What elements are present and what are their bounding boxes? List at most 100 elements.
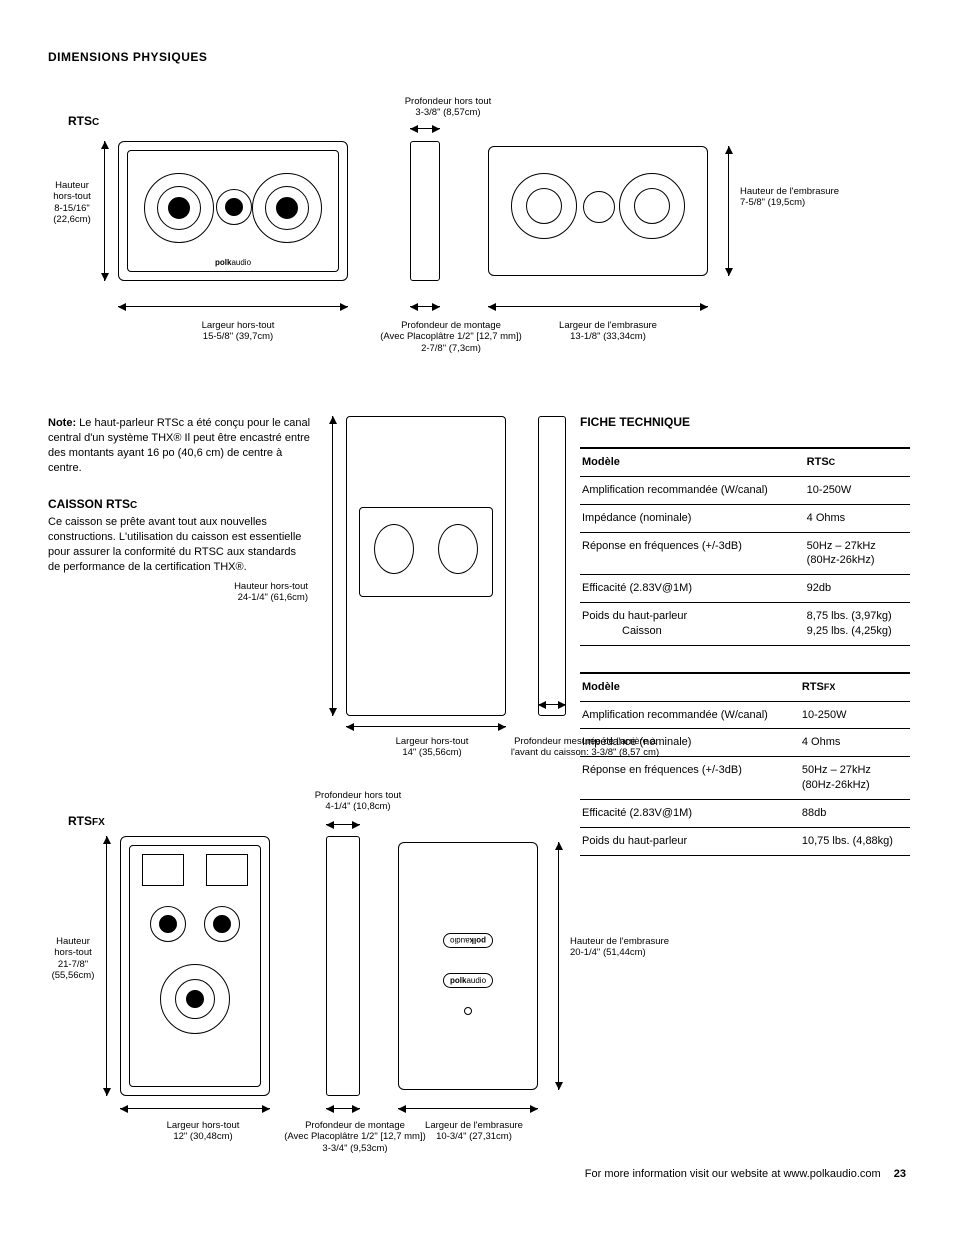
label: 12" (30,48cm) [148, 1131, 258, 1142]
label: 4-1/4" (10,8cm) [298, 801, 418, 812]
spec-val: 10-250W [800, 701, 910, 729]
label: Hauteur hors-tout [44, 180, 100, 203]
table-row: Efficacité (2.83V@1M)92db [580, 575, 910, 603]
caisson-width: Largeur hors-tout 14" (35,56cm) [372, 736, 492, 759]
rtsc-cutout-height: Hauteur de l'embrasure 7-5/8" (19,5cm) [740, 186, 840, 209]
spec-key: Impédance (nominale) [580, 729, 800, 757]
spec-val: 50Hz – 27kHz(80Hz-26kHz) [800, 757, 910, 800]
spec-key: Poids du haut-parleur [580, 827, 800, 855]
spec-key: Poids du haut-parleurCaisson [580, 603, 805, 646]
rtsc-height-overall: Hauteur hors-tout 8-15/16" (22,6cm) [44, 180, 100, 226]
rtsfx-depth-overall: Profondeur hors tout 4-1/4" (10,8cm) [298, 790, 418, 813]
label: 7-5/8" (19,5cm) [740, 197, 840, 208]
note-block: Note: Le haut-parleur RTSc a été conçu p… [48, 416, 318, 475]
label: Largeur hors-tout [372, 736, 492, 747]
rtsfx-cutout-box: polkaudio polkaudio [398, 842, 538, 1090]
spec-key: Efficacité (2.83V@1M) [580, 799, 800, 827]
table-row: Efficacité (2.83V@1M)88db [580, 799, 910, 827]
col-model-val: RTSFX [800, 673, 910, 701]
table-row: Réponse en fréquences (+/-3dB)50Hz – 27k… [580, 757, 910, 800]
caisson-heading: CAISSON RTSC [48, 497, 318, 511]
footer: For more information visit our website a… [585, 1168, 906, 1180]
label: Hauteur hors-tout [48, 581, 308, 592]
rtsc-width-overall: Largeur hors-tout 15-5/8" (39,7cm) [168, 320, 308, 343]
fiche-title: FICHE TECHNIQUE [580, 415, 910, 429]
spec-val: 92db [805, 575, 910, 603]
spec-key: Réponse en fréquences (+/-3dB) [580, 757, 800, 800]
rtsc-side-box [410, 141, 440, 281]
rtsc-label-sc: C [92, 117, 99, 128]
fiche-technique: FICHE TECHNIQUE Modèle RTSC Amplificatio… [580, 415, 910, 856]
col-modele: Modèle [580, 673, 800, 701]
spec-key: Amplification recommandée (W/canal) [580, 701, 800, 729]
rtsfx-label: RTSFX [68, 814, 105, 828]
spec-key: Impédance (nominale) [580, 504, 805, 532]
rtsc-label-main: RTS [68, 114, 92, 128]
l: RTS [68, 814, 92, 828]
caisson-text: Ce caisson se prête avant tout aux nouve… [48, 515, 308, 574]
spec-val: 10,75 lbs. (4,88kg) [800, 827, 910, 855]
page-number: 23 [894, 1168, 906, 1180]
spec-table-rtsc: Modèle RTSC Amplification recommandée (W… [580, 447, 910, 646]
brand-rot: polkaudio [443, 933, 493, 948]
rtsfx-cutout-height: Hauteur de l'embrasure 20-1/4" (51,44cm) [570, 936, 670, 959]
spec-key: Réponse en fréquences (+/-3dB) [580, 532, 805, 575]
rtsc-cutout-width: Largeur de l'embrasure 13-1/8" (33,34cm) [538, 320, 678, 343]
page-title: DIMENSIONS PHYSIQUES [48, 50, 906, 64]
table-row: Réponse en fréquences (+/-3dB)50Hz – 27k… [580, 532, 910, 575]
caisson-diagram: Largeur hors-tout 14" (35,56cm) Profonde… [338, 416, 618, 766]
spec-val: 88db [800, 799, 910, 827]
spec-val: 4 Ohms [800, 729, 910, 757]
label: 3-3/8" (8,57cm) [393, 107, 503, 118]
label: Largeur de l'embrasure [414, 1120, 534, 1131]
brand: polkaudio [215, 258, 251, 267]
label: Largeur hors-tout [168, 320, 308, 331]
rtsc-mount-depth: Profondeur de montage (Avec Placoplâtre … [366, 320, 536, 354]
spec-key: Efficacité (2.83V@1M) [580, 575, 805, 603]
table-row: Impédance (nominale)4 Ohms [580, 504, 910, 532]
spec-val: 10-250W [805, 476, 910, 504]
spec-val: 50Hz – 27kHz(80Hz-26kHz) [805, 532, 910, 575]
label: 10-3/4" (27,31cm) [414, 1131, 534, 1142]
label: 20-1/4" (51,44cm) [570, 947, 670, 958]
label: 24-1/4" (61,6cm) [48, 592, 308, 603]
note-prefix: Note: [48, 417, 76, 429]
label: Largeur hors-tout [148, 1120, 258, 1131]
brand: polkaudio [443, 973, 493, 988]
rtsfx-front-box [120, 836, 270, 1096]
spec-table-rtsfx: Modèle RTSFX Amplification recommandée (… [580, 672, 910, 856]
rtsfx-side-box [326, 836, 360, 1096]
note-text: Le haut-parleur RTSc a été conçu pour le… [48, 417, 310, 474]
col-modele: Modèle [580, 448, 805, 476]
table-row: Amplification recommandée (W/canal)10-25… [580, 476, 910, 504]
label: Profondeur hors tout [393, 96, 503, 107]
label: Profondeur hors tout [298, 790, 418, 801]
label: Hauteur de l'embrasure [570, 936, 670, 947]
rtsfx-height-overall: Hauteur hors-tout 21-7/8" (55,56cm) [44, 936, 102, 982]
label: 15-5/8" (39,7cm) [168, 331, 308, 342]
label: Largeur de l'embrasure [538, 320, 678, 331]
col-model-val: RTSC [805, 448, 910, 476]
table-row: Poids du haut-parleur10,75 lbs. (4,88kg) [580, 827, 910, 855]
rtsc-cutout-box [488, 146, 708, 276]
rtsfx-cutout-width: Largeur de l'embrasure 10-3/4" (27,31cm) [414, 1120, 534, 1143]
label: Profondeur de montage [366, 320, 536, 331]
label: 21-7/8" (55,56cm) [44, 959, 102, 982]
caisson-height: Hauteur hors-tout 24-1/4" (61,6cm) [48, 581, 308, 604]
label: Hauteur de l'embrasure [740, 186, 840, 197]
label: 3-3/4" (9,53cm) [270, 1143, 440, 1154]
rtsc-front-box: polkaudio [118, 141, 348, 281]
l: FX [92, 817, 105, 828]
spec-val: 4 Ohms [805, 504, 910, 532]
spec-key: Amplification recommandée (W/canal) [580, 476, 805, 504]
spec-val: 8,75 lbs. (3,97kg)9,25 lbs. (4,25kg) [805, 603, 910, 646]
label: 2-7/8" (7,3cm) [366, 343, 536, 354]
label: 8-15/16" (22,6cm) [44, 203, 100, 226]
rtsc-diagram-area: Profondeur hors tout 3-3/8" (8,57cm) pol… [48, 136, 906, 416]
table-row: Impédance (nominale)4 Ohms [580, 729, 910, 757]
label: Hauteur hors-tout [44, 936, 102, 959]
rtsc-depth-overall: Profondeur hors tout 3-3/8" (8,57cm) [393, 96, 503, 119]
label: (Avec Placoplâtre 1/2" [12,7 mm]) [366, 331, 536, 342]
h: CAISSON RTS [48, 497, 130, 511]
footer-text: For more information visit our website a… [585, 1168, 881, 1180]
